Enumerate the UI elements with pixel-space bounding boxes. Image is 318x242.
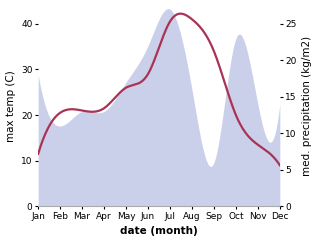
X-axis label: date (month): date (month) (120, 227, 198, 236)
Y-axis label: max temp (C): max temp (C) (5, 70, 16, 142)
Y-axis label: med. precipitation (kg/m2): med. precipitation (kg/m2) (302, 36, 313, 176)
